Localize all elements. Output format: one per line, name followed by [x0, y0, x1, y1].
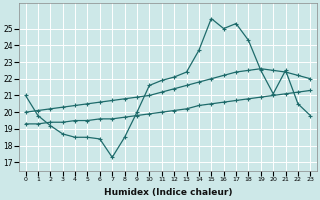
X-axis label: Humidex (Indice chaleur): Humidex (Indice chaleur) — [104, 188, 232, 197]
